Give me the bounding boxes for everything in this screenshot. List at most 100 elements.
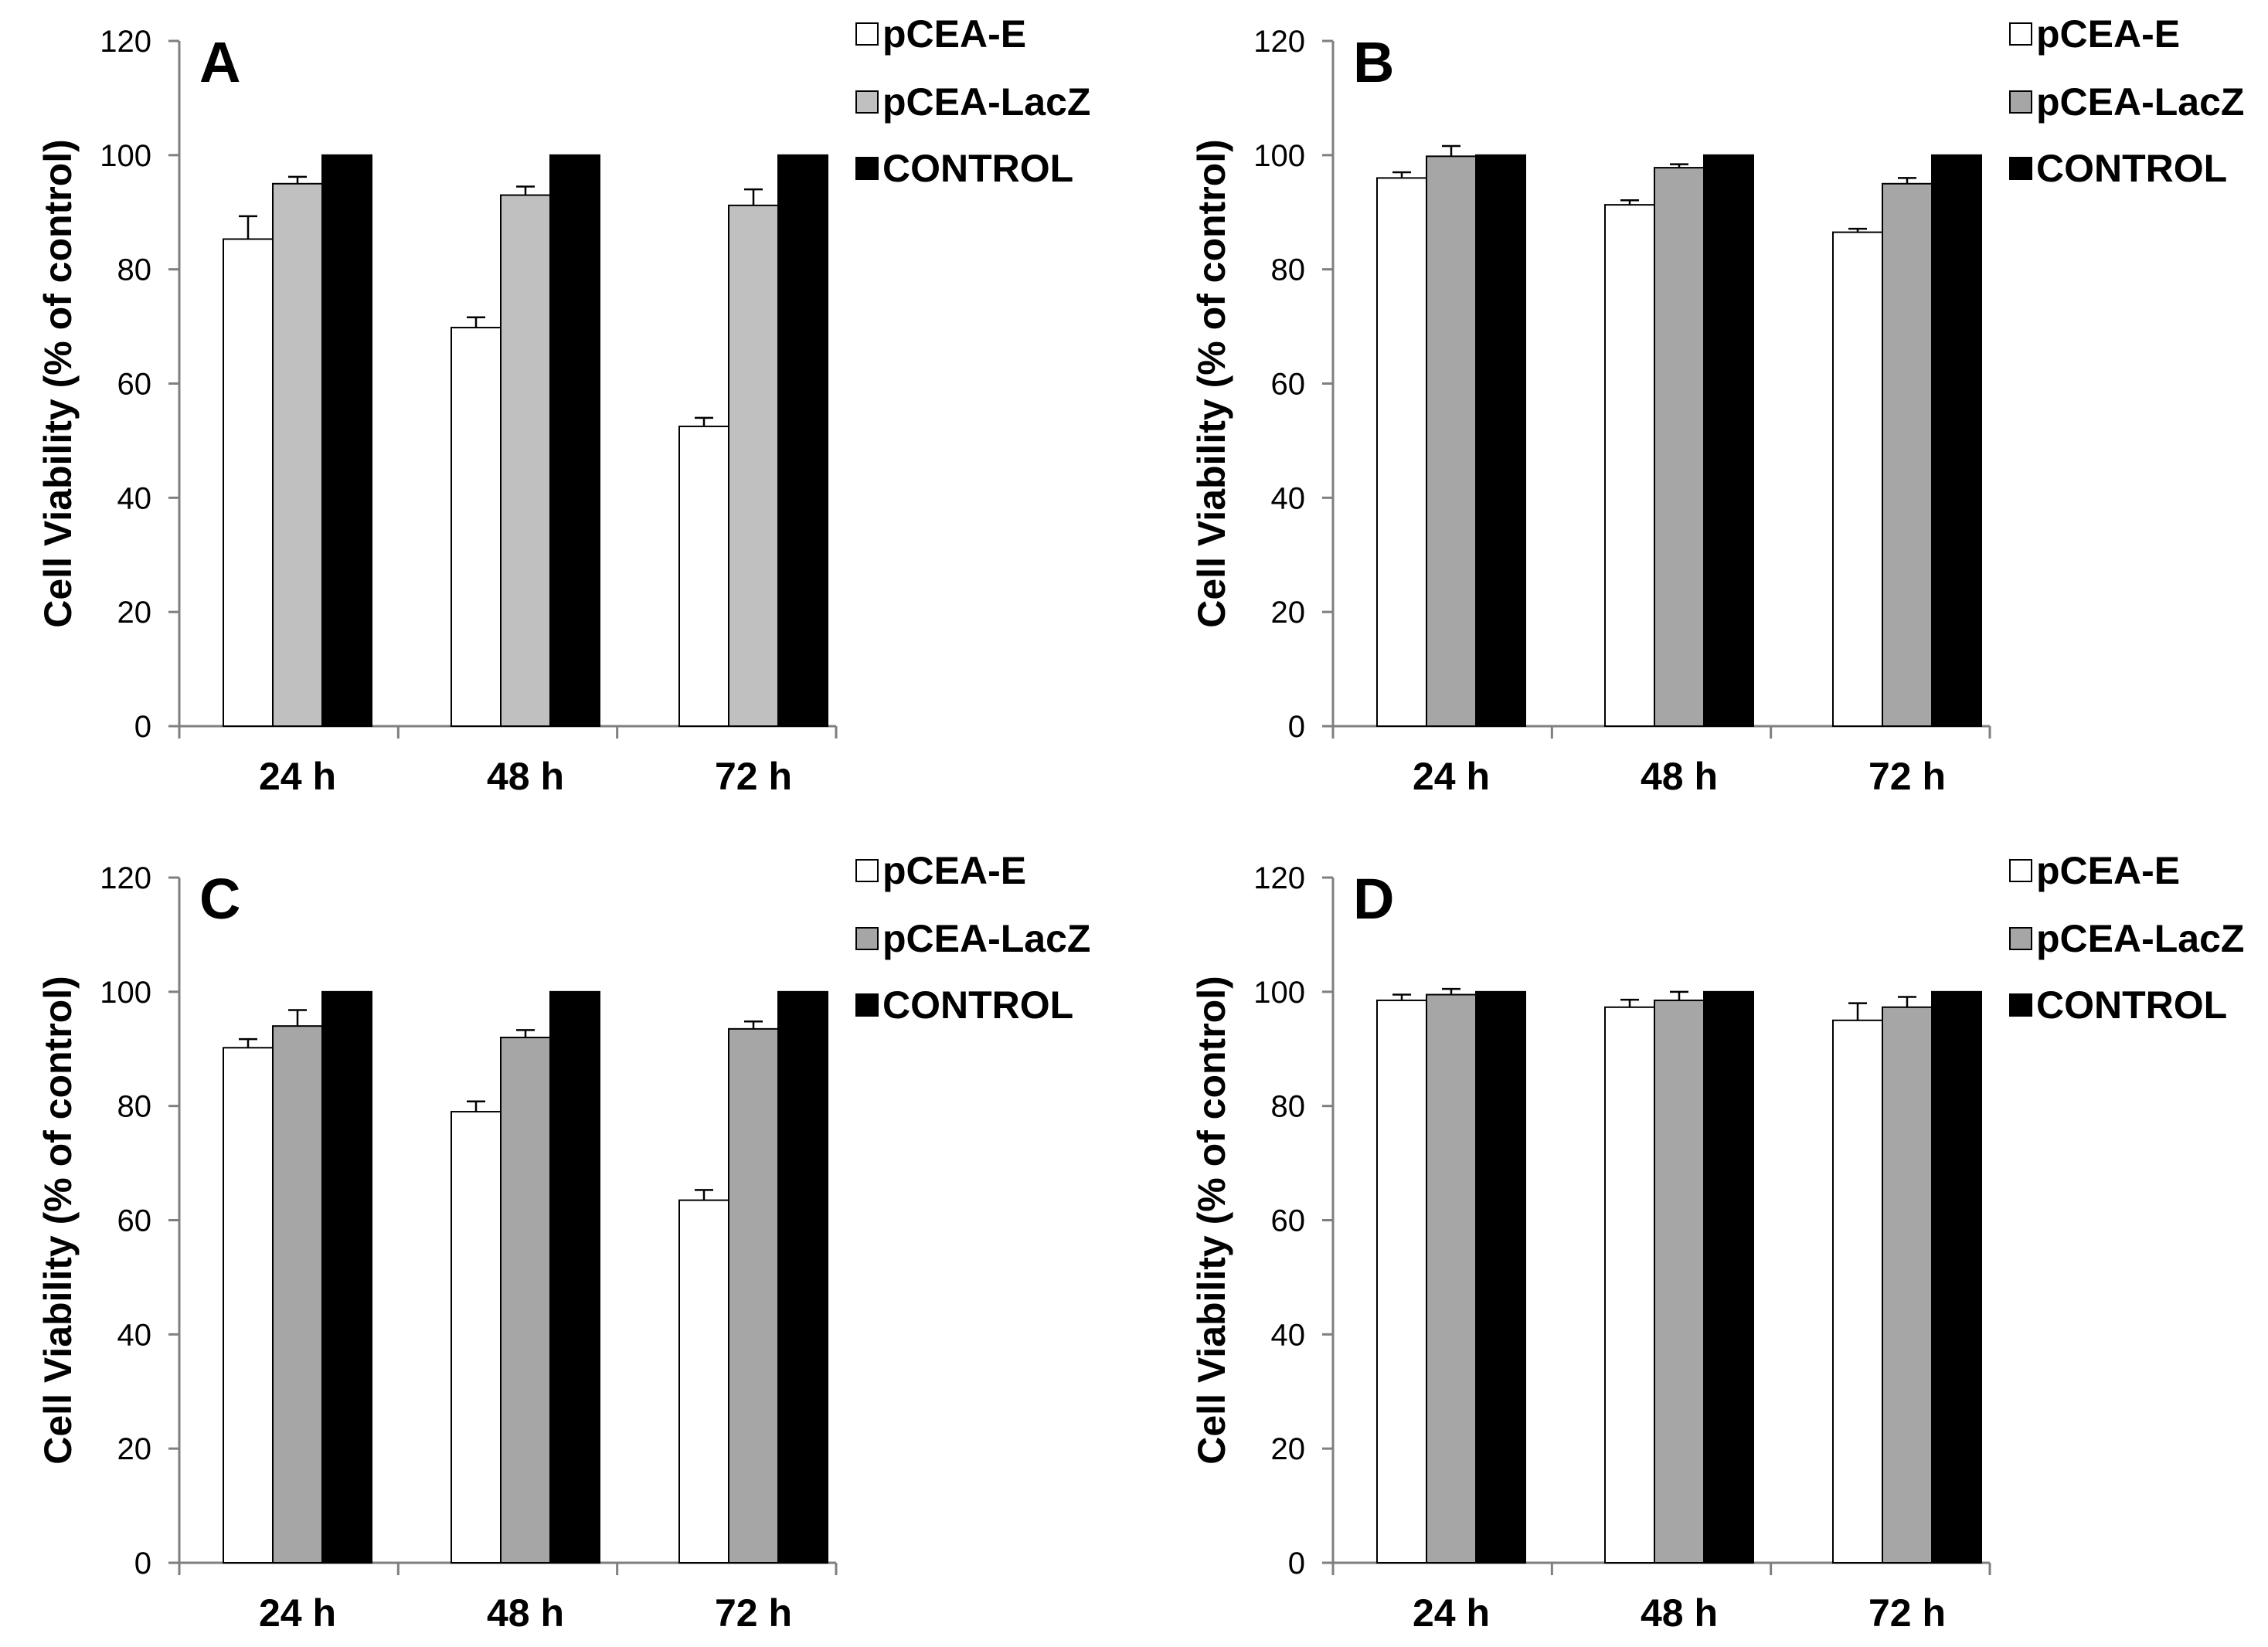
bar-pcea-e-24h (1376, 177, 1427, 727)
bar-pcea-e-72h (678, 1199, 729, 1564)
y-tick-label: 20 (1271, 1432, 1306, 1466)
legend-swatch (855, 859, 879, 882)
bar-control-48h (1703, 990, 1754, 1564)
legend-label: CONTROL (2036, 983, 2227, 1027)
y-tick-label: 120 (1253, 25, 1305, 59)
y-tick-label: 20 (117, 596, 152, 630)
legend-label: pCEA-LacZ (882, 917, 1090, 960)
bar-control-72h (777, 154, 828, 728)
bar-control-24h (1475, 990, 1526, 1564)
bar-pcea-lacz-48h (500, 194, 551, 727)
y-tick-label: 40 (1271, 1318, 1306, 1352)
legend-swatch (2009, 90, 2032, 114)
bar-control-72h (1931, 154, 1982, 728)
legend-swatch (2009, 22, 2032, 46)
y-tick-label: 40 (1271, 481, 1306, 515)
y-axis-title: Cell Viability (% of control) (36, 139, 80, 627)
y-tick-label: 100 (100, 139, 151, 173)
bar-pcea-e-24h (223, 238, 274, 727)
bar-pcea-e-72h (1832, 1019, 1883, 1564)
y-tick-label: 100 (1253, 976, 1305, 1010)
y-tick-label: 100 (1253, 139, 1305, 173)
bar-control-48h (549, 154, 600, 728)
y-axis-title: Cell Viability (% of control) (1190, 139, 1233, 627)
y-tick-label: 40 (117, 481, 152, 515)
y-tick-label: 80 (1271, 253, 1306, 287)
bar-pcea-lacz-72h (1882, 182, 1933, 727)
legend-label: pCEA-E (882, 849, 1026, 892)
panel-label: D (1353, 867, 1394, 931)
legend-label: CONTROL (882, 147, 1073, 190)
bar-pcea-e-48h (451, 1111, 502, 1564)
y-tick-label: 0 (134, 710, 151, 744)
y-tick-label: 0 (134, 1547, 151, 1581)
legend-label: pCEA-E (2036, 849, 2180, 892)
bar-control-24h (321, 990, 372, 1564)
chart-panel-c: 0 20 40 60 80 100 120 24 h 48 h 72 h Cell Viabilit… (36, 849, 1090, 1635)
bar-pcea-lacz-24h (272, 1025, 323, 1564)
legend-label: CONTROL (2036, 147, 2227, 190)
legend-swatch (855, 993, 879, 1017)
bar-control-48h (549, 990, 600, 1564)
panel-label: B (1353, 30, 1394, 94)
x-category-label: 48 h (1641, 755, 1718, 798)
y-tick-label: 80 (117, 1090, 152, 1124)
bar-pcea-e-24h (223, 1047, 274, 1564)
bar-pcea-lacz-72h (728, 1027, 779, 1564)
bar-control-72h (777, 990, 828, 1564)
legend-label: pCEA-E (882, 12, 1026, 56)
y-tick-label: 60 (117, 368, 152, 402)
y-tick-label: 120 (100, 861, 151, 895)
y-tick-label: 20 (117, 1432, 152, 1466)
legend-swatch (2009, 993, 2032, 1017)
bar-pcea-e-48h (1604, 204, 1655, 728)
y-axis-title: Cell Viability (% of control) (1190, 976, 1233, 1464)
y-tick-label: 0 (1288, 710, 1305, 744)
chart-panel-a: 0 20 40 60 80 100 120 24 h 48 h 72 h Cell Viabilit… (36, 12, 1090, 798)
y-tick-label: 40 (117, 1318, 152, 1352)
x-category-label: 72 h (1868, 1591, 1946, 1635)
panel-label: A (199, 30, 240, 94)
bar-pcea-e-72h (1832, 231, 1883, 727)
y-tick-label: 120 (1253, 861, 1305, 895)
y-tick-label: 120 (100, 25, 151, 59)
bar-control-48h (1703, 154, 1754, 728)
x-category-label: 24 h (1413, 1591, 1490, 1635)
legend-label: pCEA-LacZ (882, 80, 1090, 124)
x-category-label: 72 h (1868, 755, 1946, 798)
x-category-label: 48 h (487, 755, 564, 798)
bar-pcea-e-72h (678, 425, 729, 727)
legend-swatch (855, 157, 879, 180)
x-category-label: 24 h (1413, 755, 1490, 798)
y-tick-label: 80 (1271, 1090, 1306, 1124)
bar-control-24h (1475, 154, 1526, 728)
legend-label: pCEA-LacZ (2036, 80, 2244, 124)
legend-swatch (855, 22, 879, 46)
x-category-label: 48 h (1641, 1591, 1718, 1635)
y-tick-label: 20 (1271, 596, 1306, 630)
legend-swatch (2009, 927, 2032, 950)
bar-pcea-lacz-24h (272, 182, 323, 727)
x-category-label: 72 h (715, 755, 792, 798)
bar-control-24h (321, 154, 372, 728)
bar-pcea-e-48h (1604, 1006, 1655, 1564)
legend-label: pCEA-LacZ (2036, 917, 2244, 960)
x-category-label: 48 h (487, 1591, 564, 1635)
x-category-label: 72 h (715, 1591, 792, 1635)
bar-pcea-lacz-72h (1882, 1006, 1933, 1564)
y-tick-label: 100 (100, 976, 151, 1010)
bar-pcea-lacz-24h (1426, 993, 1477, 1564)
bar-pcea-lacz-24h (1426, 155, 1477, 728)
bar-pcea-lacz-72h (728, 204, 779, 727)
panel-label: C (199, 867, 240, 931)
legend-label: pCEA-E (2036, 12, 2180, 56)
chart-panel-b: 0 20 40 60 80 100 120 24 h 48 h 72 h Cell Viabilit… (1190, 12, 2244, 798)
chart-panel-d: 0 20 40 60 80 100 120 24 h 48 h 72 h Cell Viabilit… (1190, 849, 2244, 1635)
y-tick-label: 60 (117, 1204, 152, 1238)
y-tick-label: 60 (1271, 368, 1306, 402)
bar-control-72h (1931, 990, 1982, 1564)
bar-pcea-lacz-48h (1654, 999, 1705, 1564)
bar-pcea-lacz-48h (1654, 167, 1705, 728)
x-category-label: 24 h (259, 1591, 336, 1635)
